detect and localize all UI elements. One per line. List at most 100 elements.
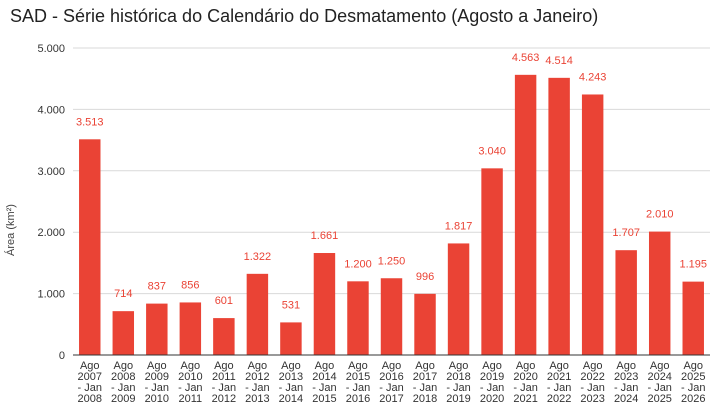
data-label: 4.563	[512, 52, 540, 64]
x-tick-label-line: 2018	[413, 393, 437, 405]
x-tick-label: Ago 2008- Jan 2009	[111, 360, 135, 405]
data-label: 1.817	[445, 220, 473, 232]
x-tick-label-line: Ago	[683, 360, 703, 372]
x-tick-label: Ago 2007- Jan 2008	[78, 360, 102, 405]
x-tick-label-line: Ago	[482, 360, 502, 372]
data-label: 1.250	[378, 255, 406, 267]
x-tick-label-line: Ago	[315, 360, 335, 372]
x-tick-label-line: Ago	[382, 360, 402, 372]
x-tick-label-line: Ago	[449, 360, 469, 372]
x-tick-label-line: Ago	[80, 360, 100, 372]
x-tick-label-line: 2010	[145, 393, 169, 405]
x-tick-label-line: 2026	[681, 393, 705, 405]
x-tick-label-line: 2009	[111, 393, 135, 405]
x-tick-label-line: Ago	[348, 360, 368, 372]
x-tick-label-line: 2024	[647, 371, 671, 383]
bar	[280, 322, 302, 355]
data-label: 996	[416, 271, 434, 283]
x-tick-label-line: 2023	[580, 393, 604, 405]
x-tick-label-line: 2025	[647, 393, 671, 405]
y-tick-label: 0	[59, 350, 65, 362]
x-tick-label-line: - Jan	[413, 382, 437, 394]
chart-title: SAD - Série histórica do Calendário do D…	[10, 6, 599, 26]
bar	[581, 94, 604, 355]
bar	[414, 293, 436, 355]
x-tick-label-line: 2022	[547, 393, 571, 405]
x-tick-label: Ago 2016- Jan 2017	[379, 360, 403, 405]
x-tick-label-line: - Jan	[312, 382, 336, 394]
x-tick-label-line: 2011	[179, 393, 203, 405]
x-tick-label: Ago 2021- Jan 2022	[547, 360, 571, 405]
x-tick-label: Ago 2009- Jan 2010	[145, 360, 169, 405]
x-tick-label-line: - Jan	[547, 382, 571, 394]
x-tick-label-line: - Jan	[580, 382, 604, 394]
x-tick-label-line: 2014	[279, 393, 303, 405]
y-axis-label: Área (km²)	[4, 204, 17, 256]
y-tick-label: 4.000	[37, 104, 65, 116]
x-tick-label-line: - Jan	[178, 382, 202, 394]
x-tick-label-line: 2016	[346, 393, 370, 405]
data-label: 3.040	[478, 145, 506, 157]
bar	[213, 318, 235, 355]
x-tick-label-line: - Jan	[681, 382, 705, 394]
bar	[380, 278, 403, 355]
data-label: 1.322	[244, 251, 272, 263]
x-tick-label-line: - Jan	[279, 382, 303, 394]
bar	[146, 303, 168, 355]
x-tick-label-line: 2010	[178, 371, 202, 383]
y-axis-ticks: 0 1.000 2.000 3.000 4.000 5.000	[37, 43, 65, 362]
bars	[79, 74, 704, 356]
bar	[79, 139, 101, 355]
x-tick-label-line: - Jan	[647, 382, 671, 394]
y-tick-label: 2.000	[37, 227, 65, 239]
x-tick-label: Ago 2018- Jan 2019	[446, 360, 470, 405]
x-tick-label-line: 2009	[145, 371, 169, 383]
x-tick-label-line: 2013	[245, 393, 269, 405]
x-tick-label-line: Ago	[616, 360, 636, 372]
x-tick-label-line: Ago	[415, 360, 435, 372]
x-tick-label-line: 2023	[614, 371, 638, 383]
x-tick-label: Ago 2017- Jan 2018	[413, 360, 437, 405]
x-tick-label: Ago 2013- Jan 2014	[279, 360, 303, 405]
x-tick-label-line: Ago	[214, 360, 234, 372]
data-label: 1.707	[612, 227, 640, 239]
x-tick-label-line: Ago	[549, 360, 569, 372]
x-tick-label-line: - Jan	[513, 382, 537, 394]
x-tick-label-line: 2018	[446, 371, 470, 383]
bar	[548, 77, 570, 356]
x-tick-label-line: 2020	[480, 393, 504, 405]
x-tick-label-line: - Jan	[480, 382, 504, 394]
data-label: 1.195	[679, 259, 707, 271]
x-tick-label-line: - Jan	[212, 382, 236, 394]
x-tick-label-line: 2024	[614, 393, 638, 405]
x-tick-label-line: 2012	[245, 371, 269, 383]
x-tick-label-line: 2014	[312, 371, 336, 383]
x-tick-label-line: Ago	[147, 360, 167, 372]
x-tick-label: Ago 2010- Jan 2011	[178, 360, 202, 405]
bar	[615, 250, 637, 355]
data-label: 714	[114, 288, 132, 300]
x-tick-label-line: - Jan	[379, 382, 403, 394]
x-tick-label-line: Ago	[248, 360, 268, 372]
x-tick-label-line: Ago	[583, 360, 603, 372]
data-label: 4.514	[545, 55, 573, 67]
y-tick-label: 5.000	[37, 43, 65, 55]
data-labels: 3.513 714 837 856 601 1.322 531 1.661 1.200 1.250…	[76, 52, 707, 312]
x-tick-label-line: 2020	[513, 371, 537, 383]
x-tick-label-line: 2008	[78, 393, 102, 405]
x-tick-label-line: 2015	[312, 393, 336, 405]
data-label: 2.010	[646, 209, 674, 221]
bar	[481, 168, 503, 355]
x-tick-label: Ago 2011- Jan 2012	[212, 360, 236, 405]
x-tick-label: Ago 2019- Jan 2020	[480, 360, 504, 405]
bar	[179, 302, 202, 355]
x-tick-label-line: 2025	[681, 371, 705, 383]
x-tick-label-line: - Jan	[78, 382, 102, 394]
x-tick-label-line: Ago	[181, 360, 201, 372]
bar	[682, 281, 704, 355]
x-tick-label: Ago 2025- Jan 2026	[681, 360, 705, 405]
bar	[514, 74, 537, 356]
x-tick-label-line: 2021	[547, 371, 571, 383]
